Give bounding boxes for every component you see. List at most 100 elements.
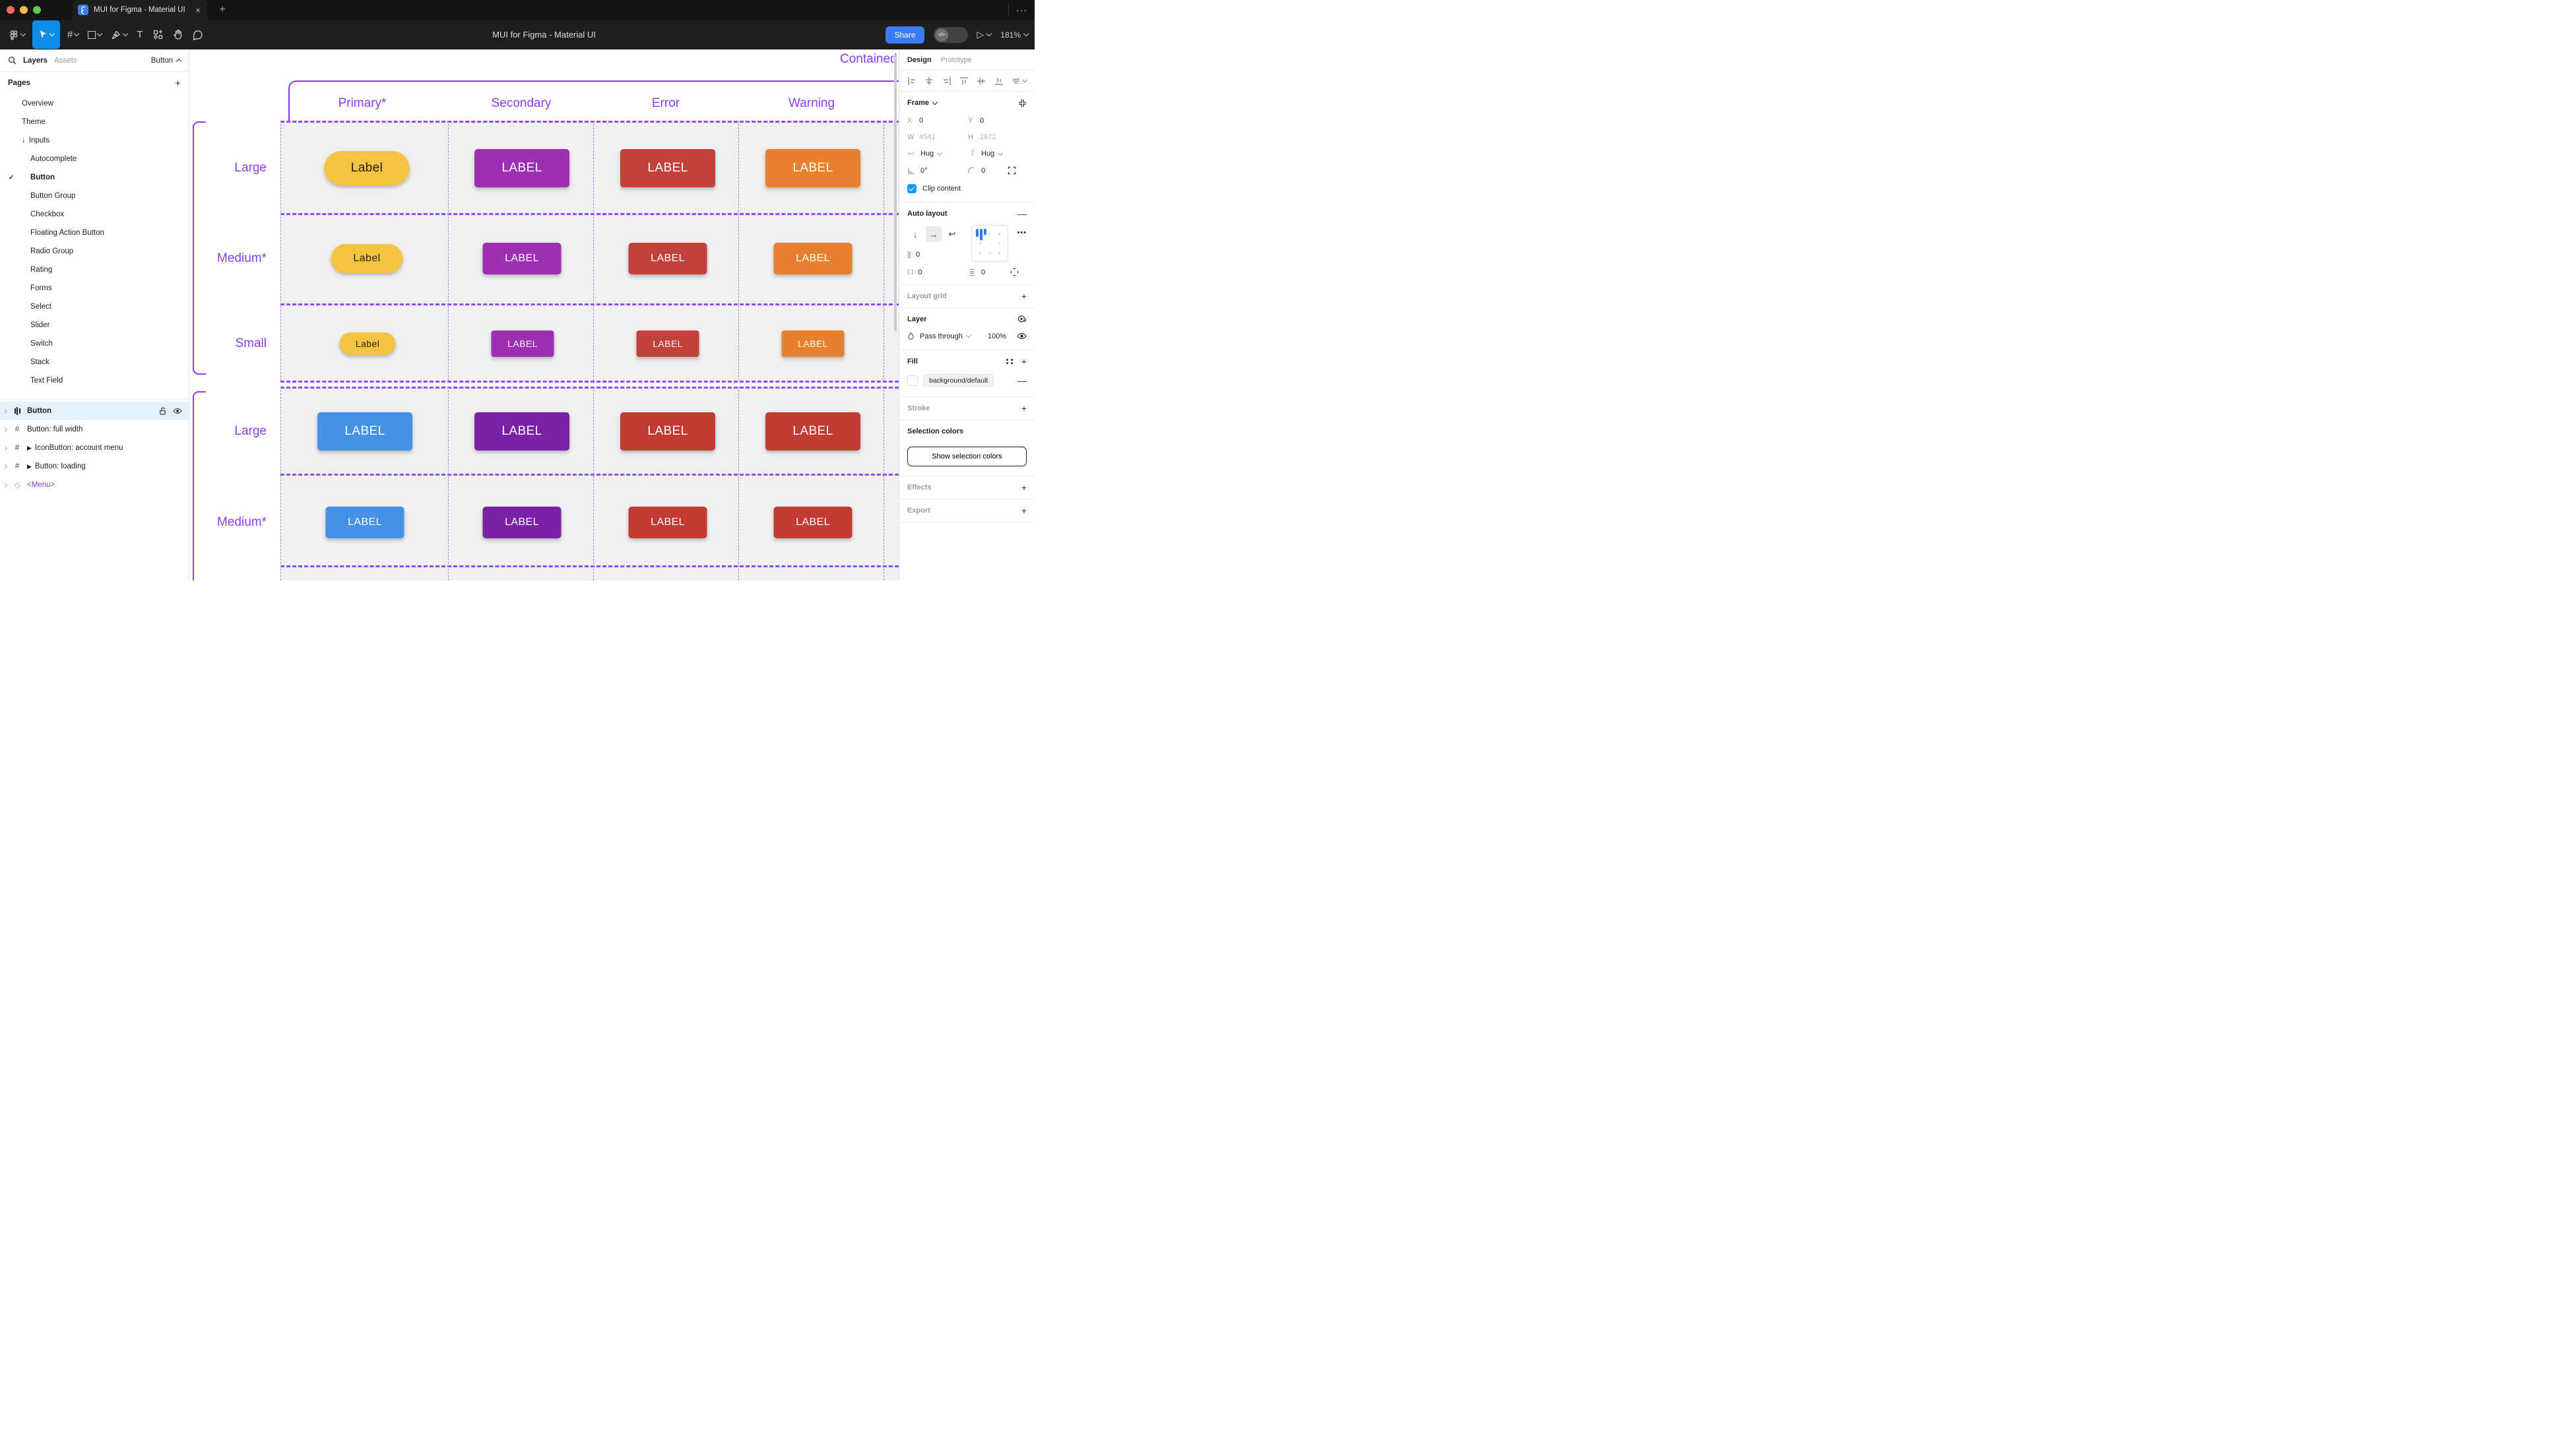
add-fill-icon[interactable]: + bbox=[1021, 356, 1027, 367]
corner-radius-input[interactable]: 0 bbox=[981, 166, 986, 175]
blend-mode-select[interactable]: Pass through bbox=[920, 332, 972, 340]
align-top-icon[interactable] bbox=[959, 77, 969, 86]
horizontal-padding-input[interactable]: 0 bbox=[918, 268, 922, 276]
hug-horizontal-select[interactable]: Hug bbox=[920, 150, 934, 158]
remove-fill-icon[interactable]: — bbox=[1017, 375, 1027, 386]
tab-assets[interactable]: Assets bbox=[54, 56, 77, 65]
layer-visibility-eye-icon[interactable] bbox=[1017, 332, 1027, 340]
canvas-button[interactable]: LABEL bbox=[620, 149, 715, 187]
show-selection-colors-button[interactable]: Show selection colors bbox=[907, 447, 1027, 466]
dev-mode-toggle[interactable]: </> bbox=[933, 26, 968, 43]
canvas-button[interactable]: LABEL bbox=[765, 412, 860, 451]
tab-layers[interactable]: Layers bbox=[23, 56, 48, 65]
canvas-button[interactable]: LABEL bbox=[317, 412, 412, 451]
page-item[interactable]: Theme bbox=[0, 113, 189, 131]
frame-type-menu[interactable]: Frame bbox=[907, 99, 938, 107]
frame-tool-button[interactable]: # bbox=[63, 20, 83, 49]
page-item[interactable]: Floating Action Button bbox=[0, 224, 189, 242]
frame-tool-chevron-icon[interactable] bbox=[74, 30, 80, 37]
canvas-button[interactable]: LABEL bbox=[773, 243, 853, 274]
fill-color-swatch[interactable] bbox=[907, 375, 918, 386]
independent-padding-icon[interactable] bbox=[1010, 268, 1019, 276]
layer-row[interactable]: Button bbox=[0, 402, 189, 420]
row-size-label[interactable]: Large bbox=[234, 161, 267, 175]
remove-auto-layout-icon[interactable]: — bbox=[1017, 208, 1027, 219]
add-page-icon[interactable]: + bbox=[175, 77, 181, 89]
page-item[interactable]: Radio Group bbox=[0, 242, 189, 261]
page-item[interactable]: Overview bbox=[0, 94, 189, 113]
vertical-padding-input[interactable]: 0 bbox=[981, 268, 986, 276]
clip-content-row[interactable]: Clip content bbox=[907, 183, 1027, 202]
page-item[interactable]: Switch bbox=[0, 334, 189, 353]
page-selector[interactable]: Button bbox=[151, 57, 182, 65]
canvas-button[interactable]: LABEL bbox=[773, 507, 853, 538]
canvas-button[interactable]: LABEL bbox=[628, 243, 707, 274]
row-size-label[interactable]: Medium* bbox=[217, 251, 267, 265]
main-menu-button[interactable] bbox=[4, 20, 30, 49]
canvas-button[interactable]: Label bbox=[339, 332, 396, 355]
column-header[interactable]: Primary* bbox=[338, 96, 387, 110]
blend-mode-icon[interactable] bbox=[1017, 315, 1027, 324]
canvas-button[interactable]: Label bbox=[331, 244, 403, 273]
page-item[interactable]: Stack bbox=[0, 353, 189, 371]
collapse-icon[interactable] bbox=[1018, 99, 1027, 108]
canvas-button[interactable]: LABEL bbox=[628, 507, 707, 538]
direction-right-button[interactable]: → bbox=[926, 226, 942, 242]
actions-tool-button[interactable] bbox=[148, 20, 168, 49]
fill-style-chip[interactable]: background/default bbox=[923, 374, 994, 387]
page-item[interactable]: ↓ Inputs bbox=[0, 131, 189, 150]
canvas-button[interactable]: LABEL bbox=[491, 330, 554, 357]
tab-close-icon[interactable]: × bbox=[195, 5, 201, 15]
page-item[interactable]: Text Field bbox=[0, 371, 189, 390]
independent-corners-icon[interactable] bbox=[1008, 166, 1016, 175]
expand-chevron-icon[interactable] bbox=[2, 482, 8, 487]
pen-tool-chevron-icon[interactable] bbox=[123, 30, 129, 37]
column-header[interactable]: Warning bbox=[788, 96, 835, 110]
align-vertical-center-icon[interactable] bbox=[977, 77, 986, 86]
canvas-button[interactable]: LABEL bbox=[482, 243, 562, 274]
layer-row[interactable]: # Button: full width bbox=[0, 420, 189, 439]
gap-input[interactable]: 0 bbox=[916, 251, 920, 259]
tab-prototype[interactable]: Prototype bbox=[940, 55, 972, 64]
row-size-label[interactable]: Small bbox=[235, 336, 267, 350]
present-button[interactable]: ▷ bbox=[977, 29, 992, 40]
layer-row[interactable]: ◇ <Menu> bbox=[0, 476, 189, 494]
page-item[interactable]: ✓ Button bbox=[0, 168, 189, 187]
canvas-button[interactable]: LABEL bbox=[474, 412, 569, 451]
page-item[interactable]: Slider bbox=[0, 316, 189, 334]
page-item[interactable]: Checkbox bbox=[0, 205, 189, 224]
expand-chevron-icon[interactable] bbox=[2, 445, 8, 451]
canvas-button[interactable]: Label bbox=[324, 151, 410, 185]
height-input[interactable]: 2672 bbox=[980, 133, 996, 141]
align-horizontal-center-icon[interactable] bbox=[924, 77, 934, 86]
minimize-window-button[interactable] bbox=[20, 6, 28, 14]
hug-vertical-select[interactable]: Hug bbox=[981, 150, 995, 158]
zoom-menu[interactable]: 181% bbox=[1000, 30, 1029, 40]
lock-open-icon[interactable] bbox=[159, 407, 166, 416]
wrap-button[interactable]: ↩ bbox=[948, 229, 956, 239]
clip-content-checkbox[interactable] bbox=[907, 184, 917, 193]
shape-tool-chevron-icon[interactable] bbox=[97, 30, 103, 37]
frame-name-label[interactable]: Contained bbox=[840, 52, 897, 66]
align-right-icon[interactable] bbox=[942, 77, 951, 86]
add-effect-icon[interactable]: + bbox=[1021, 482, 1027, 493]
rotation-input[interactable]: 0° bbox=[920, 166, 928, 175]
canvas-button[interactable]: LABEL bbox=[781, 330, 845, 357]
row-size-label[interactable]: Medium* bbox=[217, 515, 267, 529]
canvas-button[interactable]: LABEL bbox=[474, 149, 569, 187]
canvas-button[interactable]: LABEL bbox=[636, 330, 699, 357]
hand-tool-button[interactable] bbox=[168, 20, 188, 49]
close-window-button[interactable] bbox=[7, 6, 15, 14]
comment-tool-button[interactable] bbox=[188, 20, 208, 49]
x-input[interactable]: 0 bbox=[919, 117, 924, 125]
layer-row[interactable]: # ▶ Button: loading bbox=[0, 457, 189, 476]
search-icon[interactable] bbox=[8, 56, 16, 65]
align-bottom-icon[interactable] bbox=[994, 77, 1004, 86]
zoom-window-button[interactable] bbox=[33, 6, 41, 14]
alignment-box[interactable] bbox=[971, 225, 1008, 262]
row-size-label[interactable]: Large bbox=[234, 424, 267, 438]
layer-row[interactable]: # ▶ IconButton: account menu bbox=[0, 439, 189, 457]
tab-design[interactable]: Design bbox=[907, 55, 932, 64]
opacity-input[interactable]: 100% bbox=[987, 332, 1006, 340]
auto-layout-more-icon[interactable]: ••• bbox=[1017, 229, 1027, 237]
